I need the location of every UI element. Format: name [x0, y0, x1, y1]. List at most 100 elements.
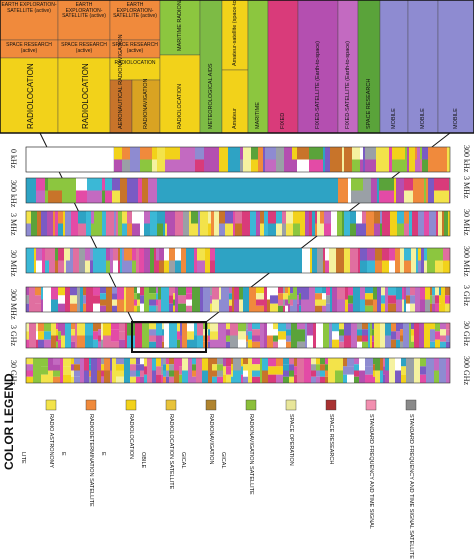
band-segment: [375, 248, 382, 261]
band-segment: [162, 329, 164, 336]
band-segment: [264, 211, 268, 236]
band-segment: [325, 248, 329, 261]
band-segment: [234, 299, 239, 312]
band-segment: [157, 223, 163, 236]
band-segment: [446, 358, 450, 383]
band-segment: [157, 190, 161, 203]
band-segment: [179, 358, 182, 367]
band-segment: [435, 339, 440, 348]
band-end-label: 30 MHz: [462, 209, 471, 236]
band-segment: [410, 287, 415, 296]
band-segment: [208, 329, 210, 336]
band-segment: [93, 248, 98, 273]
band-segment: [404, 299, 406, 312]
zoom-cell-21: [379, 0, 409, 134]
band-segment: [197, 323, 203, 336]
band-segment: [65, 287, 70, 312]
band-segment: [286, 341, 291, 348]
band-segment: [112, 211, 114, 236]
band-segment: [44, 323, 51, 332]
band-segment: [85, 323, 93, 336]
band-segment: [430, 287, 432, 296]
band-segment: [26, 370, 33, 377]
band-segment: [388, 303, 396, 312]
band-segment: [332, 299, 337, 312]
band-segment: [400, 248, 404, 273]
band-segment: [140, 303, 144, 312]
band-segment: [232, 287, 234, 312]
band-segment: [401, 358, 406, 367]
band-segment: [124, 260, 132, 273]
band-segment: [158, 299, 161, 312]
band-segment: [449, 190, 450, 203]
band-segment: [373, 299, 377, 312]
band-segment: [286, 223, 293, 236]
band-segment: [299, 299, 301, 306]
band-segment: [268, 358, 276, 367]
band-segment: [344, 248, 350, 261]
band-segment: [374, 323, 380, 348]
band-segment: [162, 335, 164, 342]
band-segment: [312, 211, 315, 236]
band-segment: [267, 323, 273, 336]
band-segment: [439, 358, 446, 383]
band-segment: [439, 303, 441, 312]
band-segment: [144, 211, 150, 224]
band-segment: [226, 335, 230, 342]
band-segment: [219, 190, 222, 203]
band-border: [25, 210, 451, 237]
band-segment: [293, 287, 297, 300]
band-segment: [156, 358, 161, 367]
band-segment: [221, 287, 229, 312]
band-segment: [197, 335, 203, 348]
band-segment: [110, 248, 113, 273]
band-segment: [292, 147, 297, 160]
band-segment: [304, 358, 311, 383]
band-segment: [179, 374, 182, 383]
band-segment: [396, 178, 404, 203]
band-segment: [112, 190, 120, 203]
band-segment: [100, 293, 106, 300]
band-segment: [332, 331, 339, 340]
band-segment: [372, 329, 374, 336]
band-segment: [270, 287, 278, 296]
band-segment: [29, 323, 36, 348]
band-segment: [83, 303, 86, 312]
zoom-source-box: [131, 321, 207, 353]
band-segment: [373, 358, 375, 365]
band-segment: [445, 287, 450, 296]
band-segment: [427, 248, 435, 273]
band-segment: [354, 358, 359, 365]
band-segment: [397, 223, 404, 236]
band-segment: [122, 211, 127, 224]
band-segment: [259, 248, 267, 273]
band-segment: [149, 323, 156, 330]
band-end-label: 3 GHz: [462, 285, 471, 307]
band-segment: [89, 364, 91, 371]
zoom-cell-label: MOBILE: [420, 108, 426, 129]
band-segment: [74, 370, 80, 377]
band-segment: [85, 260, 90, 273]
band-segment: [66, 248, 70, 261]
band-segment: [309, 159, 323, 172]
band-segment: [426, 358, 434, 383]
band-segment: [191, 178, 198, 191]
band-start-label: 0 kHz: [9, 149, 18, 169]
band-segment: [325, 376, 328, 383]
band-segment: [440, 323, 446, 330]
legend-label: STANDARD FREQUENCY AND TIME SIGNAL: [368, 414, 374, 529]
band-segment: [51, 323, 56, 336]
band-segment: [71, 341, 75, 348]
band-segment: [432, 295, 435, 304]
band-segment: [380, 370, 383, 383]
band-segment: [116, 211, 118, 236]
band-segment: [375, 358, 380, 371]
band-segment: [424, 211, 429, 224]
band-segment: [101, 339, 103, 348]
band-segment: [325, 370, 328, 377]
band-segment: [173, 305, 175, 312]
band-segment: [34, 248, 36, 273]
band-segment: [98, 323, 101, 330]
band-segment: [240, 159, 243, 172]
band-segment: [192, 370, 196, 377]
